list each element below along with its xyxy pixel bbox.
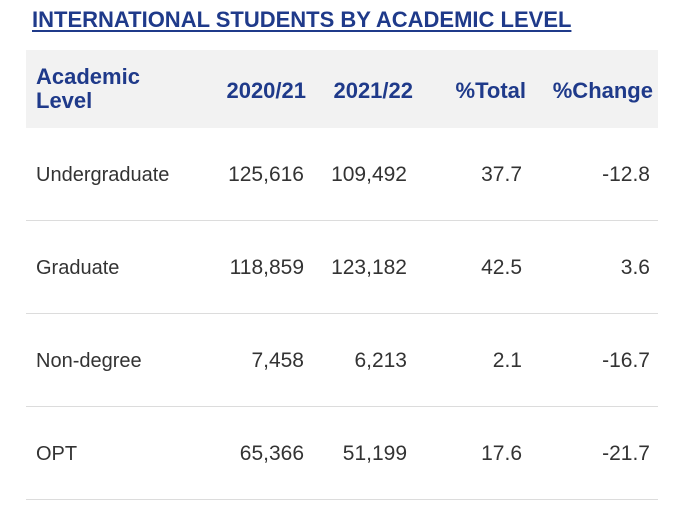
column-header-academic-level: Academic Level — [36, 64, 140, 113]
cell-pct-change: -16.7 — [602, 349, 650, 372]
column-header-2021-22: 2021/22 — [333, 78, 413, 103]
table-row: OPT 65,366 51,199 17.6 -21.7 — [26, 407, 658, 500]
column-header-pct-total: %Total — [455, 78, 526, 103]
table-body: Undergraduate 125,616 109,492 37.7 -12.8 Grad… — [26, 128, 658, 500]
cell-2020-21: 7,458 — [251, 349, 304, 372]
cell-pct-change: -21.7 — [602, 442, 650, 465]
academic-level-table: Academic Level 2020/21 2021/22 %Total %C… — [26, 50, 658, 500]
table-header-row: Academic Level 2020/21 2021/22 %Total %C… — [26, 50, 658, 128]
cell-pct-change: 3.6 — [620, 256, 650, 279]
table-row: Graduate 118,859 123,182 42.5 3.6 — [26, 221, 658, 314]
column-header-pct-change: %Change — [552, 78, 653, 103]
cell-2020-21: 118,859 — [229, 256, 304, 279]
table-row: Undergraduate 125,616 109,492 37.7 -12.8 — [26, 128, 658, 221]
cell-pct-total: 17.6 — [481, 442, 522, 465]
cell-2021-22: 109,492 — [331, 163, 407, 186]
row-label: OPT — [36, 443, 78, 465]
cell-2021-22: 123,182 — [331, 256, 407, 279]
cell-pct-total: 42.5 — [481, 256, 522, 279]
cell-2021-22: 51,199 — [342, 442, 407, 465]
row-label: Graduate — [36, 257, 120, 279]
cell-2020-21: 125,616 — [228, 163, 304, 186]
cell-2021-22: 6,213 — [354, 349, 407, 372]
table-row: Non-degree 7,458 6,213 2.1 -16.7 — [26, 314, 658, 407]
row-label: Non-degree — [36, 350, 142, 372]
cell-pct-total: 37.7 — [481, 163, 522, 186]
cell-2020-21: 65,366 — [239, 442, 304, 465]
table-title: INTERNATIONAL STUDENTS BY ACADEMIC LEVEL — [32, 7, 572, 32]
row-label: Undergraduate — [36, 164, 170, 186]
column-header-2020-21: 2020/21 — [226, 78, 306, 103]
cell-pct-total: 2.1 — [492, 349, 522, 372]
cell-pct-change: -12.8 — [602, 163, 650, 186]
